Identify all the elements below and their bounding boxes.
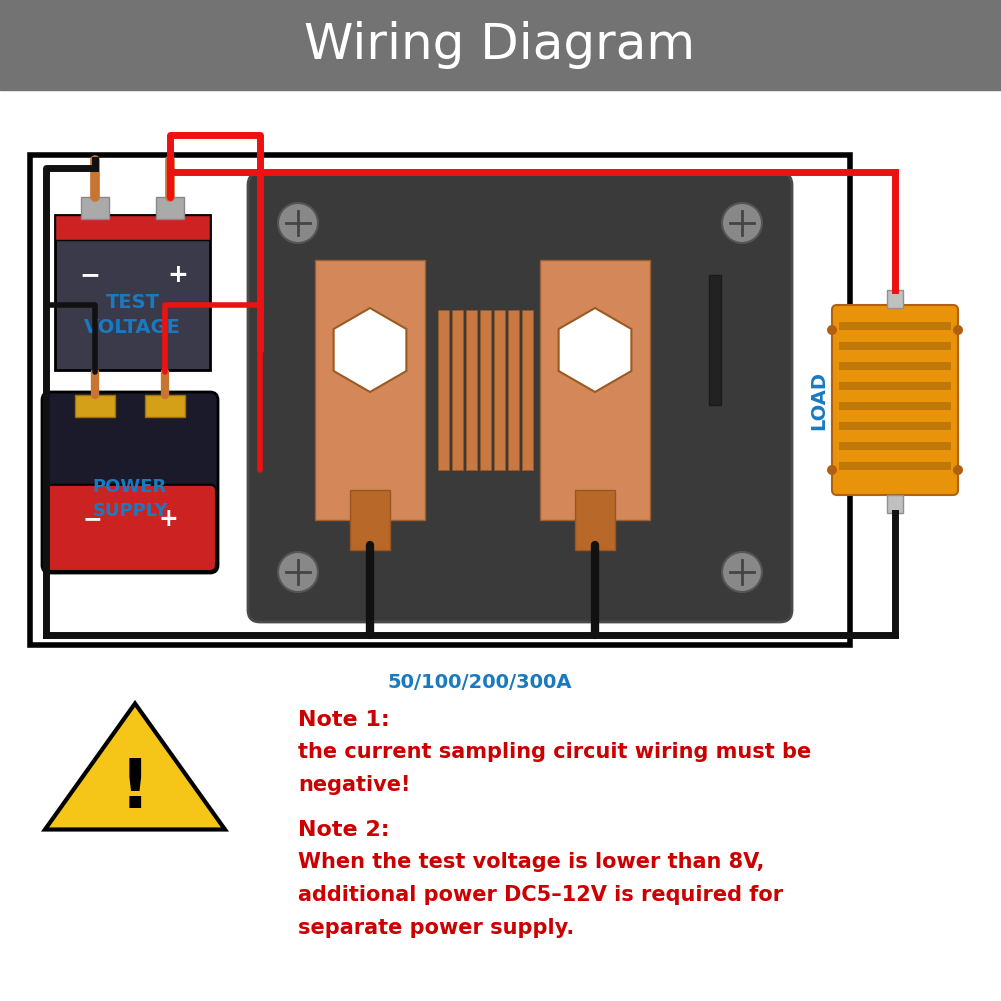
Circle shape — [278, 552, 318, 592]
Text: LOAD: LOAD — [810, 370, 829, 429]
FancyBboxPatch shape — [42, 392, 218, 573]
FancyBboxPatch shape — [44, 484, 216, 571]
Bar — [55, 215, 210, 240]
Polygon shape — [559, 308, 632, 392]
Bar — [494, 310, 505, 470]
Text: Note 1:: Note 1: — [298, 710, 389, 730]
Bar — [839, 462, 951, 470]
Bar — [575, 490, 615, 550]
Text: the current sampling circuit wiring must be
negative!: the current sampling circuit wiring must… — [298, 742, 811, 795]
Bar — [438, 310, 449, 470]
Bar — [452, 310, 463, 470]
Bar — [480, 310, 491, 470]
FancyBboxPatch shape — [248, 173, 792, 622]
Bar — [466, 310, 477, 470]
Bar — [709, 275, 721, 405]
Bar — [315, 260, 425, 520]
Circle shape — [722, 552, 762, 592]
Circle shape — [827, 465, 837, 475]
Bar — [839, 322, 951, 330]
Bar — [839, 422, 951, 430]
Bar — [508, 310, 519, 470]
Polygon shape — [333, 308, 406, 392]
Circle shape — [953, 325, 963, 335]
Bar — [350, 490, 390, 550]
Text: TEST
VOLTAGE: TEST VOLTAGE — [84, 293, 181, 337]
Text: POWER
SUPPLY: POWER SUPPLY — [92, 478, 168, 520]
Text: When the test voltage is lower than 8V,
additional power DC5–12V is required for: When the test voltage is lower than 8V, … — [298, 852, 783, 938]
Bar — [887, 290, 903, 308]
Bar — [839, 362, 951, 370]
Polygon shape — [45, 704, 225, 830]
Text: Note 2:: Note 2: — [298, 820, 389, 840]
Bar — [522, 310, 533, 470]
Bar — [55, 215, 210, 370]
Bar — [839, 382, 951, 390]
Bar — [839, 342, 951, 350]
Bar — [156, 197, 184, 219]
Circle shape — [827, 325, 837, 335]
Bar — [319, 275, 331, 405]
Text: −: − — [79, 263, 100, 287]
Circle shape — [278, 203, 318, 243]
Text: !: ! — [120, 756, 150, 822]
Text: +: + — [158, 507, 178, 531]
Text: Wiring Diagram: Wiring Diagram — [304, 21, 696, 69]
Circle shape — [722, 203, 762, 243]
Text: −: − — [82, 507, 102, 531]
Bar — [75, 395, 115, 417]
Bar — [887, 495, 903, 513]
Bar — [81, 197, 109, 219]
Bar — [30, 155, 850, 645]
Bar — [145, 395, 185, 417]
Bar — [540, 260, 650, 520]
Bar — [0, 0, 1001, 90]
FancyBboxPatch shape — [832, 305, 958, 495]
Bar — [839, 402, 951, 410]
Text: +: + — [167, 263, 188, 287]
Circle shape — [953, 465, 963, 475]
Bar — [839, 442, 951, 450]
Text: 50/100/200/300A: 50/100/200/300A — [387, 673, 573, 692]
